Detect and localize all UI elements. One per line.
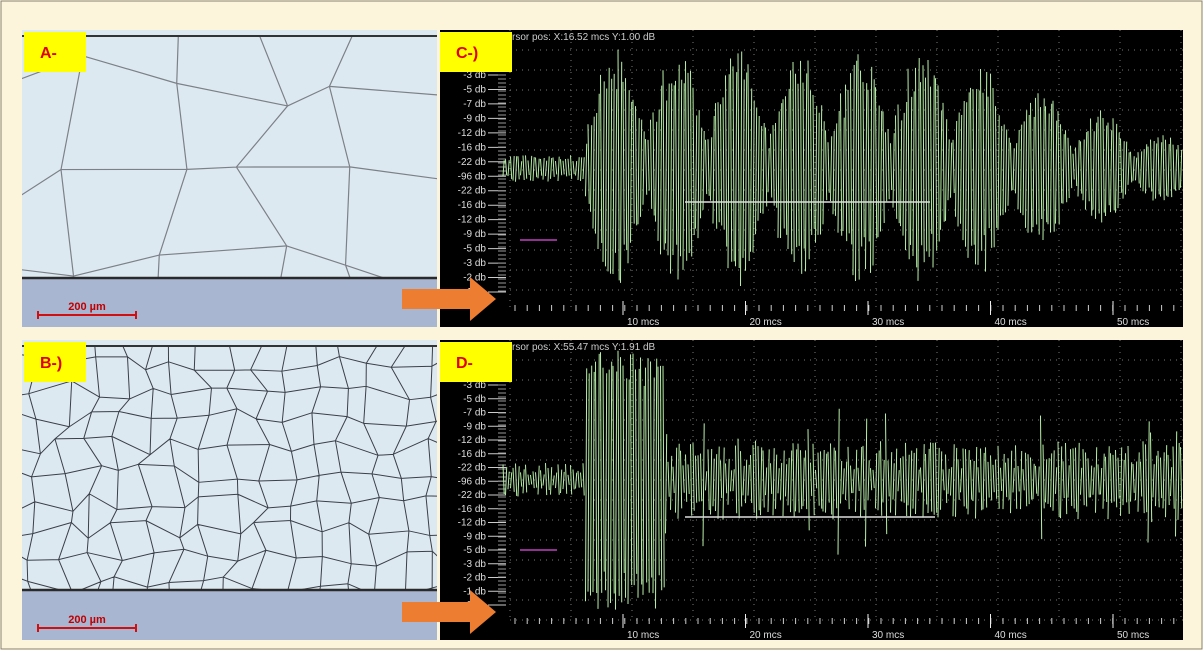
x-axis-label: 30 mcs bbox=[872, 630, 904, 641]
x-axis-label: 50 mcs bbox=[1117, 630, 1149, 641]
panel-label: A- bbox=[40, 45, 57, 62]
y-axis-label: -7 db bbox=[463, 99, 486, 110]
scale-bar-label: 200 µm bbox=[68, 614, 106, 626]
y-axis-label: -16 db bbox=[458, 504, 487, 515]
x-axis-label: 10 mcs bbox=[627, 317, 659, 328]
waveform-panel: -3 db -5 db -7 db -9 db -12 db -16 db -22 db -9… bbox=[440, 340, 1183, 641]
y-axis-label: -9 db bbox=[463, 531, 486, 542]
y-axis-label: -3 db bbox=[463, 258, 486, 269]
cursor-readout: rsor pos: X:16.52 mcs Y:1.00 dB bbox=[512, 32, 656, 43]
scale-bar-label: 200 µm bbox=[68, 301, 106, 313]
y-axis-label: -22 db bbox=[458, 490, 487, 501]
y-axis-label: -22 db bbox=[458, 186, 487, 197]
x-axis-label: 40 mcs bbox=[995, 630, 1027, 641]
y-axis-label: -9 db bbox=[463, 113, 486, 124]
x-axis-label: 50 mcs bbox=[1117, 317, 1149, 328]
y-axis-label: -16 db bbox=[458, 142, 487, 153]
x-axis-label: 20 mcs bbox=[750, 317, 782, 328]
y-axis-label: -12 db bbox=[458, 128, 487, 139]
y-axis-label: -96 db bbox=[458, 171, 487, 182]
y-axis-label: -5 db bbox=[463, 84, 486, 95]
waveform-panel: -3 db -5 db -7 db -9 db -12 db -16 db -22 db -9… bbox=[440, 30, 1183, 328]
y-axis-label: -5 db bbox=[463, 545, 486, 556]
y-minor-ticks bbox=[498, 385, 506, 601]
y-axis-label: -9 db bbox=[463, 229, 486, 240]
y-axis-label: -22 db bbox=[458, 157, 487, 168]
panel-label: C-) bbox=[456, 45, 478, 62]
y-axis-label: -5 db bbox=[463, 244, 486, 255]
y-axis-label: -16 db bbox=[458, 449, 487, 460]
panel-label: B-) bbox=[40, 355, 62, 372]
y-axis-label: -22 db bbox=[458, 463, 487, 474]
figure: 200 µm A- 200 µm B-) -3 db -5 db -7 db -9 db -12… bbox=[0, 0, 1203, 650]
panel-label-bg bbox=[440, 342, 512, 382]
y-axis-label: -12 db bbox=[458, 435, 487, 446]
x-axis-label: 20 mcs bbox=[750, 630, 782, 641]
y-axis-label: -2 db bbox=[463, 573, 486, 584]
x-axis-label: 10 mcs bbox=[627, 630, 659, 641]
cursor-readout: rsor pos: X:55.47 mcs Y:1.91 dB bbox=[512, 342, 656, 353]
y-axis-label: -3 db bbox=[463, 559, 486, 570]
x-axis-label: 30 mcs bbox=[872, 317, 904, 328]
y-axis-label: -16 db bbox=[458, 200, 487, 211]
y-axis-label: -5 db bbox=[463, 394, 486, 405]
y-axis-label: -9 db bbox=[463, 421, 486, 432]
panel-label: D- bbox=[456, 355, 473, 372]
y-minor-ticks bbox=[498, 75, 506, 291]
y-axis-label: -12 db bbox=[458, 215, 487, 226]
y-axis-label: -7 db bbox=[463, 408, 486, 419]
x-axis-label: 40 mcs bbox=[995, 317, 1027, 328]
y-axis-label: -96 db bbox=[458, 476, 487, 487]
y-axis-label: -12 db bbox=[458, 518, 487, 529]
